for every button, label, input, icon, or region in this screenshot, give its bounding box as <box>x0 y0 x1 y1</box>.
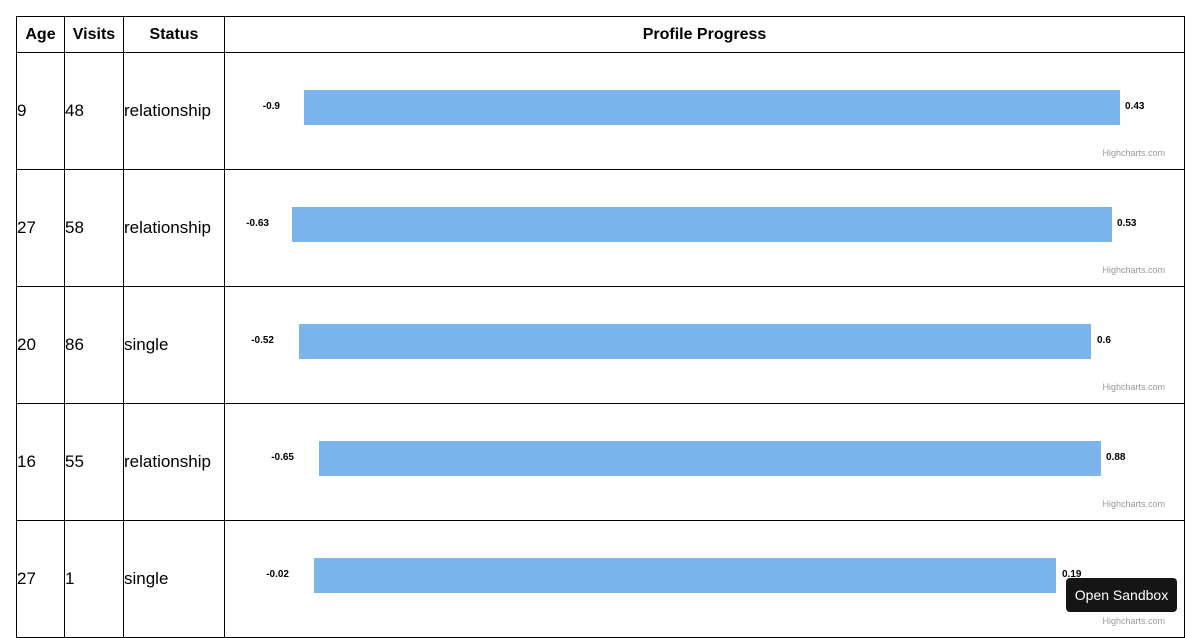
visits-cell: 58 <box>64 169 124 287</box>
profile-table: Age Visits Status Profile Progress 9 48 … <box>16 16 1185 638</box>
progress-bar[interactable] <box>304 90 1120 125</box>
highcharts-credit[interactable]: Highcharts.com <box>1102 148 1165 158</box>
progress-max-label: 0.53 <box>1117 218 1137 229</box>
highcharts-credit[interactable]: Highcharts.com <box>1102 382 1165 392</box>
visits-header: Visits <box>64 16 124 53</box>
visits-cell: 1 <box>64 520 124 638</box>
visits-cell: 86 <box>64 286 124 404</box>
age-cell: 27 <box>16 520 65 638</box>
table-row: 27 1 single -0.02 0.19 Highcharts.com <box>16 520 1185 638</box>
progress-chart: -0.63 0.53 Highcharts.com <box>224 169 1185 287</box>
status-header: Status <box>123 16 225 53</box>
table-row: 16 55 relationship -0.65 0.88 Highcharts… <box>16 403 1185 521</box>
progress-max-label: 0.43 <box>1125 101 1145 112</box>
age-cell: 20 <box>16 286 65 404</box>
progress-min-label: -0.63 <box>246 218 269 229</box>
progress-bar[interactable] <box>292 207 1112 242</box>
progress-min-label: -0.02 <box>266 569 289 580</box>
progress-max-label: 0.19 <box>1062 569 1082 580</box>
progress-chart: -0.9 0.43 Highcharts.com <box>224 52 1185 170</box>
highcharts-credit[interactable]: Highcharts.com <box>1102 265 1165 275</box>
progress-max-label: 0.88 <box>1106 452 1126 463</box>
highcharts-credit[interactable]: Highcharts.com <box>1102 499 1165 509</box>
status-cell: single <box>123 520 225 638</box>
progress-bar[interactable] <box>314 558 1056 593</box>
progress-min-label: -0.65 <box>271 452 294 463</box>
header-row: Age Visits Status Profile Progress <box>16 16 1185 53</box>
age-cell: 9 <box>16 52 65 170</box>
profile-progress-header: Profile Progress <box>224 16 1185 53</box>
progress-chart: -0.52 0.6 Highcharts.com <box>224 286 1185 404</box>
progress-chart: -0.65 0.88 Highcharts.com <box>224 403 1185 521</box>
highcharts-credit[interactable]: Highcharts.com <box>1102 616 1165 626</box>
visits-cell: 55 <box>64 403 124 521</box>
progress-bar[interactable] <box>319 441 1101 476</box>
status-cell: relationship <box>123 169 225 287</box>
status-cell: relationship <box>123 52 225 170</box>
progress-bar[interactable] <box>299 324 1091 359</box>
visits-cell: 48 <box>64 52 124 170</box>
progress-max-label: 0.6 <box>1097 335 1111 346</box>
table-row: 9 48 relationship -0.9 0.43 Highcharts.c… <box>16 52 1185 170</box>
age-cell: 27 <box>16 169 65 287</box>
progress-min-label: -0.9 <box>262 101 280 112</box>
progress-chart: -0.02 0.19 Highcharts.com <box>224 520 1185 638</box>
table-row: 27 58 relationship -0.63 0.53 Highcharts… <box>16 169 1185 287</box>
age-cell: 16 <box>16 403 65 521</box>
status-cell: single <box>123 286 225 404</box>
open-sandbox-button[interactable]: Open Sandbox <box>1066 578 1177 612</box>
age-header: Age <box>16 16 65 53</box>
status-cell: relationship <box>123 403 225 521</box>
table-row: 20 86 single -0.52 0.6 Highcharts.com <box>16 286 1185 404</box>
progress-min-label: -0.52 <box>251 335 274 346</box>
